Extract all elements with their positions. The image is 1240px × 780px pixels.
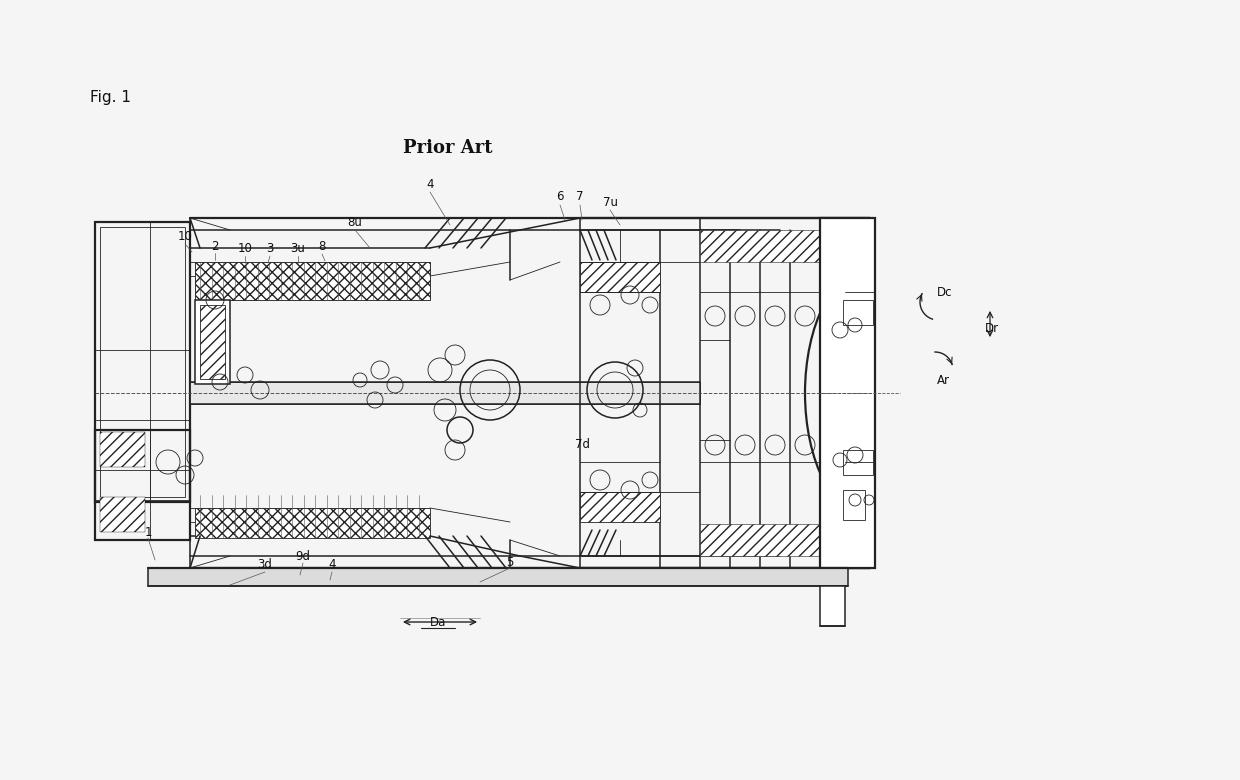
Text: 8: 8 — [319, 240, 326, 254]
Text: Dr: Dr — [985, 321, 999, 335]
Text: 1: 1 — [144, 526, 151, 538]
Text: 3: 3 — [267, 243, 274, 256]
Text: 6: 6 — [557, 190, 564, 204]
Text: 3u: 3u — [290, 243, 305, 256]
Bar — [580, 262, 660, 292]
Bar — [190, 382, 701, 404]
Text: 5: 5 — [506, 555, 513, 569]
Text: 7: 7 — [577, 190, 584, 204]
Bar — [701, 230, 830, 262]
Text: 9d: 9d — [295, 549, 310, 562]
Text: 7d: 7d — [575, 438, 590, 451]
Bar — [100, 227, 185, 497]
Bar — [148, 568, 848, 586]
Bar — [843, 300, 873, 325]
Text: Fig. 1: Fig. 1 — [91, 90, 131, 105]
Bar — [580, 492, 660, 522]
Bar — [843, 490, 866, 520]
Bar — [95, 430, 190, 540]
Bar — [820, 586, 844, 626]
Text: Dc: Dc — [937, 285, 952, 299]
Text: 7u: 7u — [603, 197, 618, 210]
Bar — [95, 222, 190, 502]
Text: 8u: 8u — [347, 215, 362, 229]
Text: 10: 10 — [177, 231, 192, 243]
Bar — [195, 508, 430, 538]
Text: 4: 4 — [329, 558, 336, 572]
Bar — [100, 497, 145, 532]
Bar — [701, 524, 830, 556]
Text: 4: 4 — [427, 179, 434, 192]
Bar — [195, 262, 430, 300]
Text: Prior Art: Prior Art — [403, 139, 492, 157]
Bar — [843, 450, 873, 475]
Text: Ar: Ar — [936, 374, 950, 387]
Text: 3d: 3d — [258, 558, 273, 572]
Bar — [195, 300, 229, 384]
Text: 2: 2 — [211, 239, 218, 253]
Bar — [820, 218, 875, 568]
Bar — [100, 432, 145, 467]
Text: 10: 10 — [238, 243, 253, 256]
Bar — [195, 262, 430, 300]
Bar — [200, 305, 224, 379]
Text: Da: Da — [430, 615, 446, 629]
